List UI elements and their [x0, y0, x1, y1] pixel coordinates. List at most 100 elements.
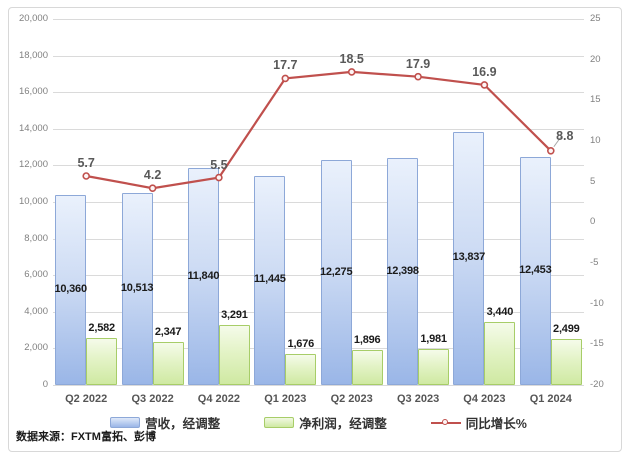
bar-swatch-icon — [110, 417, 141, 428]
category-label: Q2 2023 — [330, 393, 373, 405]
legend-label: 同比增长% — [465, 417, 527, 431]
bar-profit — [550, 339, 582, 385]
left-axis-tick: 20,000 — [18, 13, 48, 24]
bar-profit — [86, 337, 118, 385]
bar-revenue — [121, 192, 153, 385]
growth-line-marker — [82, 172, 91, 180]
right-axis-tick: -10 — [590, 297, 604, 309]
grid-line — [53, 275, 584, 277]
right-axis-tick: -15 — [590, 338, 604, 350]
plot-area — [53, 19, 584, 386]
chart-legend: 营收，经调整 净利润，经调整 同比增长% — [53, 413, 584, 432]
growth-line-marker — [148, 184, 157, 192]
bar-revenue-value-label: 10,513 — [120, 281, 154, 294]
growth-value-label: 17.9 — [405, 56, 431, 71]
growth-line-marker — [347, 68, 356, 76]
bar-profit-value-label: 1,981 — [420, 332, 447, 345]
bar-profit-value-label: 1,676 — [287, 338, 315, 351]
line-swatch-icon — [430, 418, 461, 425]
right-axis-tick: 15 — [590, 94, 601, 106]
bar-revenue — [453, 131, 485, 385]
legend-item-growth: 同比增长% — [430, 413, 527, 432]
right-axis-tick: 10 — [590, 135, 601, 146]
left-axis-tick: 18,000 — [18, 49, 48, 61]
callout-leader-line — [553, 135, 563, 148]
right-axis-tick: 0 — [590, 216, 596, 228]
growth-value-label: 18.5 — [339, 51, 364, 66]
bar-profit — [351, 350, 383, 385]
growth-line-marker — [546, 147, 555, 155]
bar-profit-value-label: 3,440 — [486, 306, 514, 318]
bar-revenue — [55, 195, 87, 385]
growth-value-label: 5.7 — [77, 156, 95, 170]
right-axis-tick: -5 — [590, 257, 599, 268]
legend-label: 营收，经调整 — [145, 417, 221, 431]
legend-item-revenue: 营收，经调整 — [110, 413, 220, 432]
left-axis-tick: 2,000 — [24, 342, 48, 354]
growth-value-label: 8.8 — [556, 128, 574, 143]
growth-line-marker — [281, 74, 290, 83]
grid-line — [53, 19, 584, 20]
bar-revenue — [519, 157, 551, 385]
bar-revenue — [320, 160, 352, 385]
growth-value-label: 4.2 — [143, 168, 162, 183]
bar-revenue — [387, 158, 419, 385]
category-label: Q3 2023 — [396, 393, 440, 405]
bar-revenue-value-label: 13,837 — [452, 251, 486, 264]
right-axis-tick: 25 — [590, 13, 601, 24]
right-axis-tick: 20 — [590, 53, 601, 65]
right-axis-tick: -20 — [590, 379, 604, 390]
left-axis-tick: 10,000 — [18, 196, 48, 207]
category-label: Q2 2022 — [65, 393, 108, 405]
bar-profit-value-label: 2,347 — [154, 326, 182, 338]
bar-swatch-icon — [264, 417, 295, 428]
grid-line — [53, 311, 584, 313]
bar-profit — [418, 348, 450, 385]
left-axis-tick: 14,000 — [18, 122, 48, 134]
growth-line — [86, 70, 552, 190]
legend-item-profit: 净利润，经调整 — [264, 413, 387, 432]
right-axis-tick: 5 — [590, 175, 596, 187]
category-label: Q4 2022 — [197, 393, 240, 405]
growth-value-label: 5.5 — [210, 157, 228, 172]
grid-line — [53, 128, 584, 130]
bar-profit-value-label: 3,291 — [221, 308, 248, 321]
grid-line — [53, 385, 584, 386]
category-label: Q1 2024 — [529, 393, 572, 405]
grid-line — [53, 202, 584, 203]
growth-value-label: 16.9 — [472, 64, 497, 79]
category-label: Q1 2023 — [264, 393, 307, 405]
grid-line — [53, 92, 584, 94]
grid-line — [53, 165, 584, 167]
bar-profit-value-label: 1,896 — [353, 334, 381, 347]
bar-revenue-value-label: 12,275 — [319, 265, 353, 278]
bar-revenue — [187, 168, 219, 385]
source-note: 数据来源：FXTM富拓、彭博 — [16, 431, 156, 443]
grid-line — [53, 238, 584, 240]
bar-revenue-value-label: 10,360 — [54, 283, 87, 296]
bar-profit-value-label: 2,582 — [88, 321, 115, 334]
left-axis-tick: 8,000 — [24, 232, 48, 244]
category-label: Q3 2022 — [131, 393, 174, 405]
bar-profit — [218, 324, 250, 385]
growth-line-layer — [82, 68, 563, 192]
left-axis-tick: 6,000 — [24, 269, 48, 281]
growth-line-marker — [215, 173, 223, 182]
growth-line-marker — [414, 72, 422, 81]
growth-value-label: 17.7 — [273, 58, 298, 73]
bar-profit — [484, 322, 516, 385]
marker-dot-icon — [441, 418, 448, 425]
grid-line — [53, 348, 584, 350]
legend-label: 净利润，经调整 — [299, 417, 387, 431]
left-axis-tick: 12,000 — [18, 159, 48, 171]
growth-line-marker — [480, 81, 489, 89]
category-label: Q4 2023 — [463, 393, 506, 405]
bar-revenue-value-label: 11,445 — [253, 273, 286, 286]
grid-line — [53, 55, 584, 57]
bar-profit — [152, 342, 184, 385]
bar-profit-value-label: 2,499 — [553, 323, 580, 336]
left-axis-tick: 16,000 — [18, 86, 48, 98]
left-axis-tick: 4,000 — [24, 305, 48, 317]
bar-revenue — [254, 175, 286, 385]
